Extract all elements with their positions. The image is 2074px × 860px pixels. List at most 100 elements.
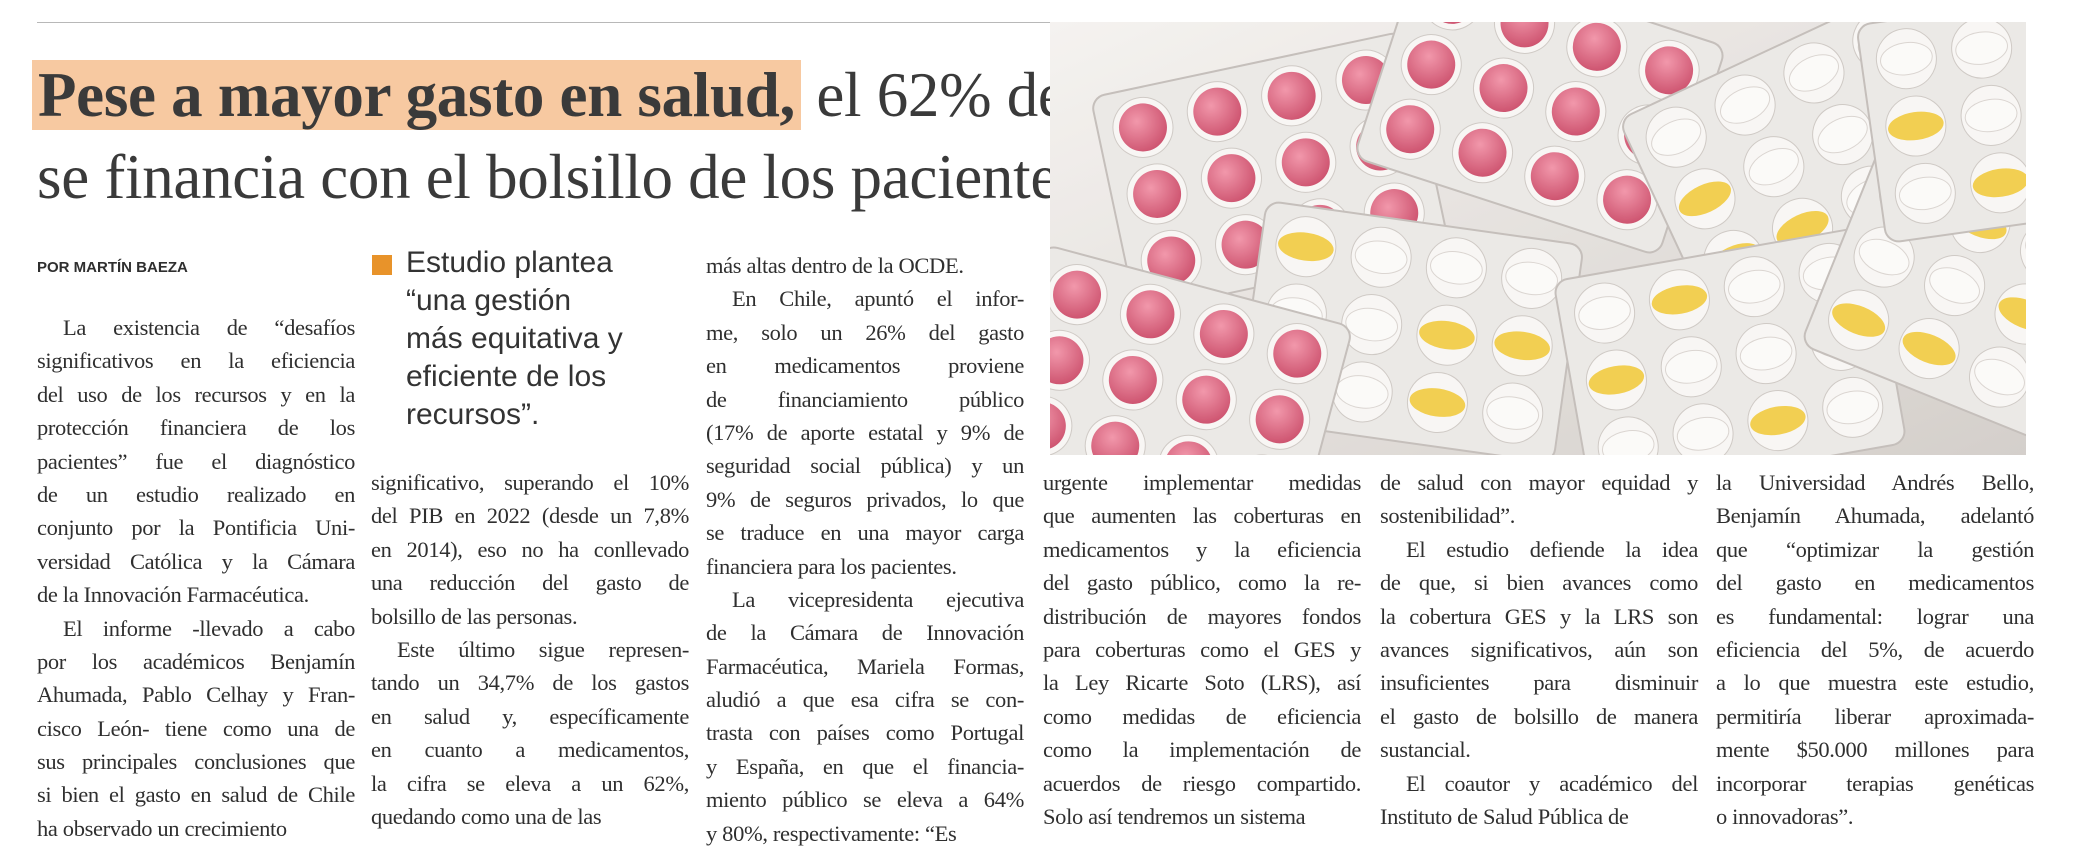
paragraph: la Universidad Andrés Bello, Benjamín Ahu…	[1716, 466, 2034, 833]
text-line: En Chile, apuntó el infor-	[732, 286, 1024, 312]
pill-white	[1880, 41, 1933, 76]
pill-pink	[1193, 87, 1242, 136]
pill-pink	[1118, 103, 1167, 152]
text-line: de que, si bien avances como	[1380, 570, 1698, 596]
pill-white	[1974, 358, 2025, 396]
paragraph: Este último sigue represen-tando un 34,7…	[371, 633, 689, 833]
pill-white	[1826, 390, 1879, 425]
pill-pink	[1050, 336, 1084, 385]
paragraph: En Chile, apuntó el infor-me, solo un 26…	[706, 282, 1024, 583]
text-line: me, solo un 26% del gasto	[706, 319, 1024, 345]
pill-yellow	[1678, 181, 1731, 217]
pill-pink	[1147, 236, 1196, 285]
pill-yellow	[1494, 331, 1550, 361]
pull-quote-line: más equitativa y	[406, 322, 623, 355]
text-line: si bien el gasto en salud de Chile	[37, 782, 355, 808]
pill-well	[2020, 220, 2026, 282]
text-line: mente $50.000 millones para	[1716, 737, 2034, 763]
text-line: significativo, superando el 10%	[371, 470, 689, 495]
text-line: conjunto por la Pontificia Uni-	[37, 515, 355, 541]
pill-white	[1676, 416, 1730, 451]
pill-pink	[1572, 22, 1621, 71]
text-line: la Universidad Andrés Bello,	[1716, 470, 2034, 495]
pill-yellow	[1972, 168, 2026, 198]
text-line: se traduce en una mayor carga	[706, 520, 1024, 546]
pill-pink	[1500, 22, 1549, 48]
pill-white	[1578, 296, 1631, 330]
paragraph: El estudio defiende la idea de que, si bi…	[1380, 533, 1698, 767]
pill-pink	[1479, 64, 1528, 113]
text-line: versidad Católica y la Cámara	[37, 548, 355, 574]
text-line: eficiencia del 5%, de acuerdo	[1716, 636, 2034, 662]
paragraph: más altas dentro de la OCDE.	[706, 249, 1024, 282]
text-line: Ahumada, Pablo Celhay y Fran-	[37, 682, 355, 708]
pill-yellow	[1419, 320, 1475, 350]
text-line: seguridad social pública) y un	[706, 453, 1024, 479]
pull-quote-line: Estudio plantea	[406, 246, 613, 279]
text-line: como medidas de eficiencia	[1043, 703, 1361, 729]
text-column: más altas dentro de la OCDE. En Chile, ap…	[706, 249, 1024, 850]
pill-pink	[1050, 401, 1066, 450]
text-line: en medicamentos proviene	[706, 353, 1024, 379]
pill-yellow	[1588, 365, 1645, 395]
pill-pink	[1458, 128, 1507, 177]
text-line: bolsillo de las personas.	[371, 603, 578, 629]
text-line: aludió a que esa cifra se con-	[706, 687, 1024, 713]
top-rule	[37, 22, 1050, 23]
text-line: del uso de los recursos y en la	[37, 381, 355, 407]
paragraph: de salud con mayor equidad y sostenibilid…	[1380, 466, 1698, 533]
pull-quote-marker	[372, 255, 392, 275]
pill-pink	[1133, 169, 1182, 218]
pill-yellow	[1409, 388, 1466, 417]
pill-pink	[1255, 395, 1304, 444]
pill-yellow	[1278, 232, 1334, 262]
pill-white	[1739, 336, 1793, 371]
text-line: miento público se eleva a 64%	[706, 787, 1024, 813]
pill-pink	[1199, 309, 1248, 358]
text-line: urgente implementar medidas	[1043, 470, 1361, 495]
pill-yellow	[1750, 405, 1806, 436]
byline: POR MARTÍN BAEZA	[37, 259, 188, 276]
photo-fade	[1050, 22, 2026, 455]
pill-pink	[1386, 105, 1435, 154]
pill-pink	[1164, 441, 1213, 455]
pill-white	[1486, 396, 1540, 430]
text-line: que aumenten las coberturas en	[1043, 503, 1361, 529]
text-line: significativos en la eficiencia	[37, 348, 355, 374]
text-line: ha observado un crecimiento	[37, 815, 287, 841]
text-line: sostenibilidad”.	[1380, 503, 1516, 529]
text-line: protección financiera de los	[37, 415, 355, 441]
text-line: de la Cámara de Innovación	[706, 620, 1024, 646]
text-line: sustancial.	[1380, 737, 1471, 763]
pill-white	[1345, 307, 1399, 342]
text-line: cisco León- tiene como una de	[37, 715, 355, 741]
pill-white	[1858, 238, 1910, 276]
pill-white	[1788, 54, 1839, 92]
pill-white	[1720, 86, 1771, 124]
text-line: para coberturas como el GES y	[1043, 636, 1361, 662]
text-line: del gasto público, como la re-	[1043, 570, 1361, 596]
text-line: 9% de seguros privados, lo que	[706, 486, 1024, 512]
pill-white	[1601, 430, 1655, 455]
blister-pack	[1050, 246, 1351, 455]
pill-yellow	[1832, 303, 1886, 337]
text-line: o innovadoras”.	[1716, 803, 1854, 829]
text-line: La existencia de “desafíos	[63, 315, 355, 340]
blister-pack	[1857, 22, 2026, 243]
photo-pills	[1050, 22, 2026, 455]
pill-pink	[1645, 46, 1694, 95]
text-line: Solo así tendremos un sistema	[1043, 803, 1306, 829]
text-column: significativo, superando el 10% del PIB e…	[371, 466, 689, 833]
pill-pink	[1126, 290, 1175, 339]
text-line: avances significativos, aún son	[1380, 636, 1698, 662]
pill-white	[1929, 267, 1980, 304]
text-line: del PIB en 2022 (desde un 7,8%	[371, 503, 689, 529]
text-line: quedando como una de las	[371, 803, 602, 829]
pill-white	[1728, 269, 1781, 304]
text-line: financiera para los pacientes.	[706, 553, 957, 579]
text-line: que “optimizar la gestión	[1716, 536, 2034, 562]
text-line: El informe -llevado a cabo	[63, 615, 355, 641]
text-line: insuficientes para disminuir	[1380, 670, 1698, 696]
pill-pink	[1281, 138, 1330, 187]
pill-yellow	[1651, 285, 1708, 315]
